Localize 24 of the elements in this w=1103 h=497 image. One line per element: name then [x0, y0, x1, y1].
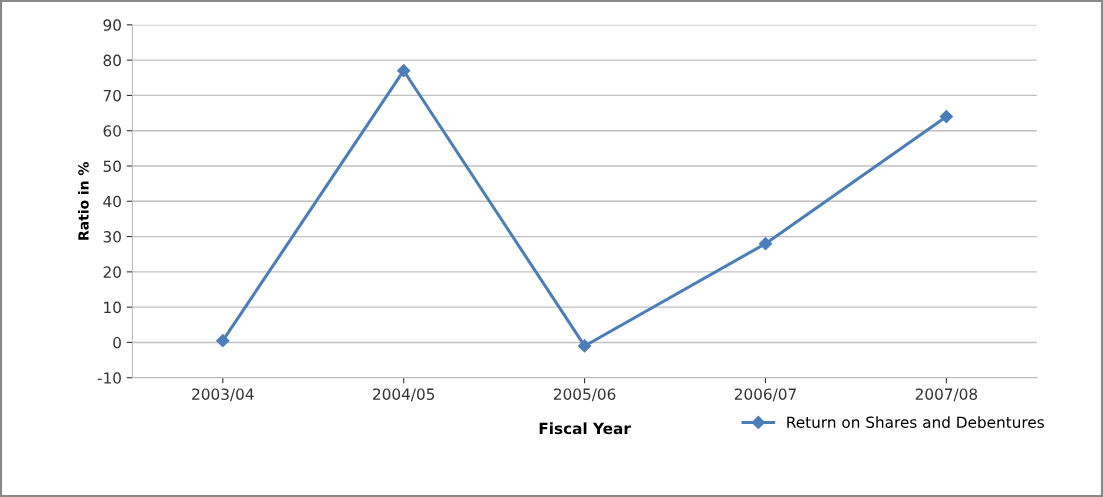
y-tick-label: 10	[104, 301, 121, 314]
y-tick-label: 40	[103, 195, 121, 208]
x-tick-label: 2006/07	[734, 388, 796, 402]
y-tick-label: 0	[113, 336, 121, 349]
y-tick-label: 70	[103, 89, 121, 102]
y-tick-label: 20	[103, 266, 121, 278]
y-tick-label: 30	[103, 231, 121, 243]
point	[758, 237, 773, 251]
x-axis-title: Fiscal Year	[539, 422, 631, 435]
point	[578, 339, 592, 353]
y-tick-label: 50	[103, 160, 121, 173]
y-tick-label: 80	[103, 54, 121, 67]
x-tick-label: 2005/06	[553, 388, 616, 402]
y-tick-label: -10	[97, 372, 121, 384]
point	[216, 334, 230, 348]
y-tick-label: 90	[103, 19, 121, 31]
point	[939, 110, 953, 124]
y-tick-label: 60	[103, 125, 121, 137]
point	[397, 64, 411, 78]
x-tick-label: 2003/04	[192, 388, 254, 402]
x-tick-label: 2007/08	[915, 388, 978, 402]
x-tick-label: 2004/05	[373, 388, 435, 402]
legend-label: Return on Shares and Debentures	[787, 416, 1044, 428]
y-axis-title: Ratio in %	[77, 162, 89, 240]
